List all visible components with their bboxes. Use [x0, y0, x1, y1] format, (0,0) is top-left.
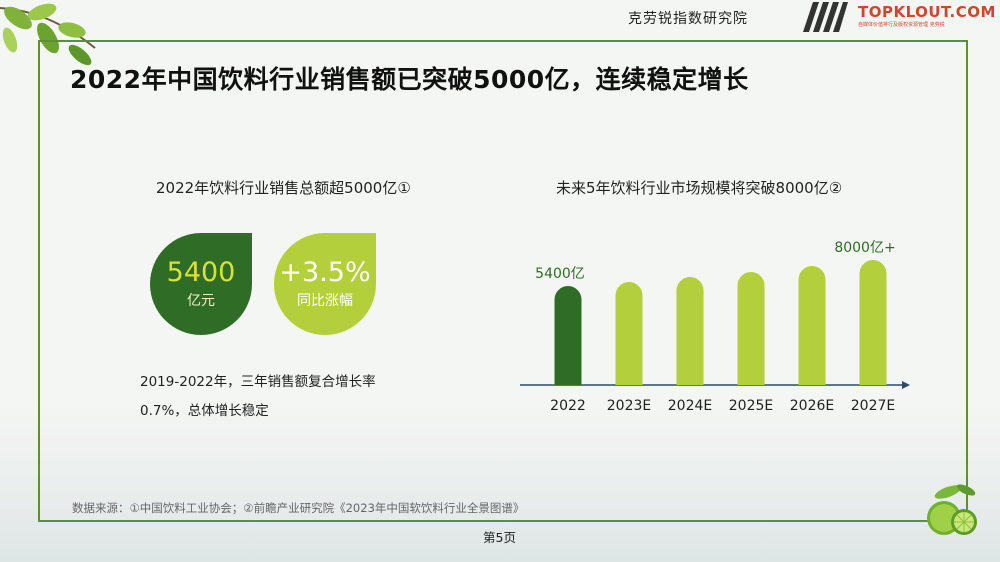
bar-2026E: [798, 266, 826, 385]
data-label-2022: 5400亿: [535, 266, 585, 282]
background-water-wash: [0, 402, 1000, 562]
page-title: 2022年中国饮料行业销售额已突破5000亿，连续稳定增长: [70, 65, 749, 94]
bar-2024E: [676, 277, 704, 385]
brand-logo-subtitle: 自媒体价值排行及版权资源管理 克劳锐: [858, 22, 945, 28]
page-number: 第5页: [483, 530, 516, 545]
sales-kpi-unit: 亿元: [187, 293, 215, 309]
bar-2025E: [737, 272, 765, 385]
growth-kpi-unit: 同比涨幅: [297, 293, 353, 309]
x-tick-label: 2024E: [668, 398, 712, 414]
bar-2022: [554, 286, 582, 385]
growth-kpi-card: +3.5% 同比涨幅: [274, 233, 376, 335]
bar-2023E: [615, 282, 643, 385]
stripes-logo-icon: [803, 2, 848, 32]
sales-kpi-value: 5400: [166, 257, 236, 288]
decorative-leaves-icon: [0, 3, 96, 66]
summary-line-2: 0.7%，总体增长稳定: [140, 403, 269, 419]
x-tick-label: 2027E: [851, 398, 895, 414]
data-label-2027E: 8000亿+: [834, 240, 895, 256]
x-tick-label: 2022: [550, 398, 586, 414]
growth-summary: 2019-2022年，三年销售额复合增长率 0.7%，总体增长稳定: [140, 368, 430, 426]
summary-line-1: 2019-2022年，三年销售额复合增长率: [140, 374, 376, 390]
org-name: 克劳锐指数研究院: [628, 11, 748, 27]
content-frame: [38, 40, 968, 522]
x-tick-label: 2025E: [729, 398, 773, 414]
limes-icon: [927, 484, 977, 535]
left-panel-subtitle: 2022年饮料行业销售总额超5000亿①: [156, 179, 411, 197]
right-panel-subtitle: 未来5年饮料行业市场规模将突破8000亿②: [556, 179, 843, 197]
x-tick-label: 2026E: [790, 398, 834, 414]
data-source-note: 数据来源：①中国饮料工业协会；②前瞻产业研究院《2023年中国软饮料行业全景图谱…: [72, 501, 525, 515]
growth-kpi-value: +3.5%: [279, 257, 371, 288]
sales-kpi-card: 5400 亿元: [150, 233, 252, 335]
x-axis-arrow: [902, 381, 910, 389]
bar-2027E: [859, 260, 887, 385]
market-size-bar-chart: 2022 2023E 2024E 2025E 2026E 2027E 5400亿 8000亿+: [520, 240, 910, 414]
x-tick-label: 2023E: [607, 398, 651, 414]
brand-logo: TOPKLOUT.COM: [858, 3, 996, 21]
